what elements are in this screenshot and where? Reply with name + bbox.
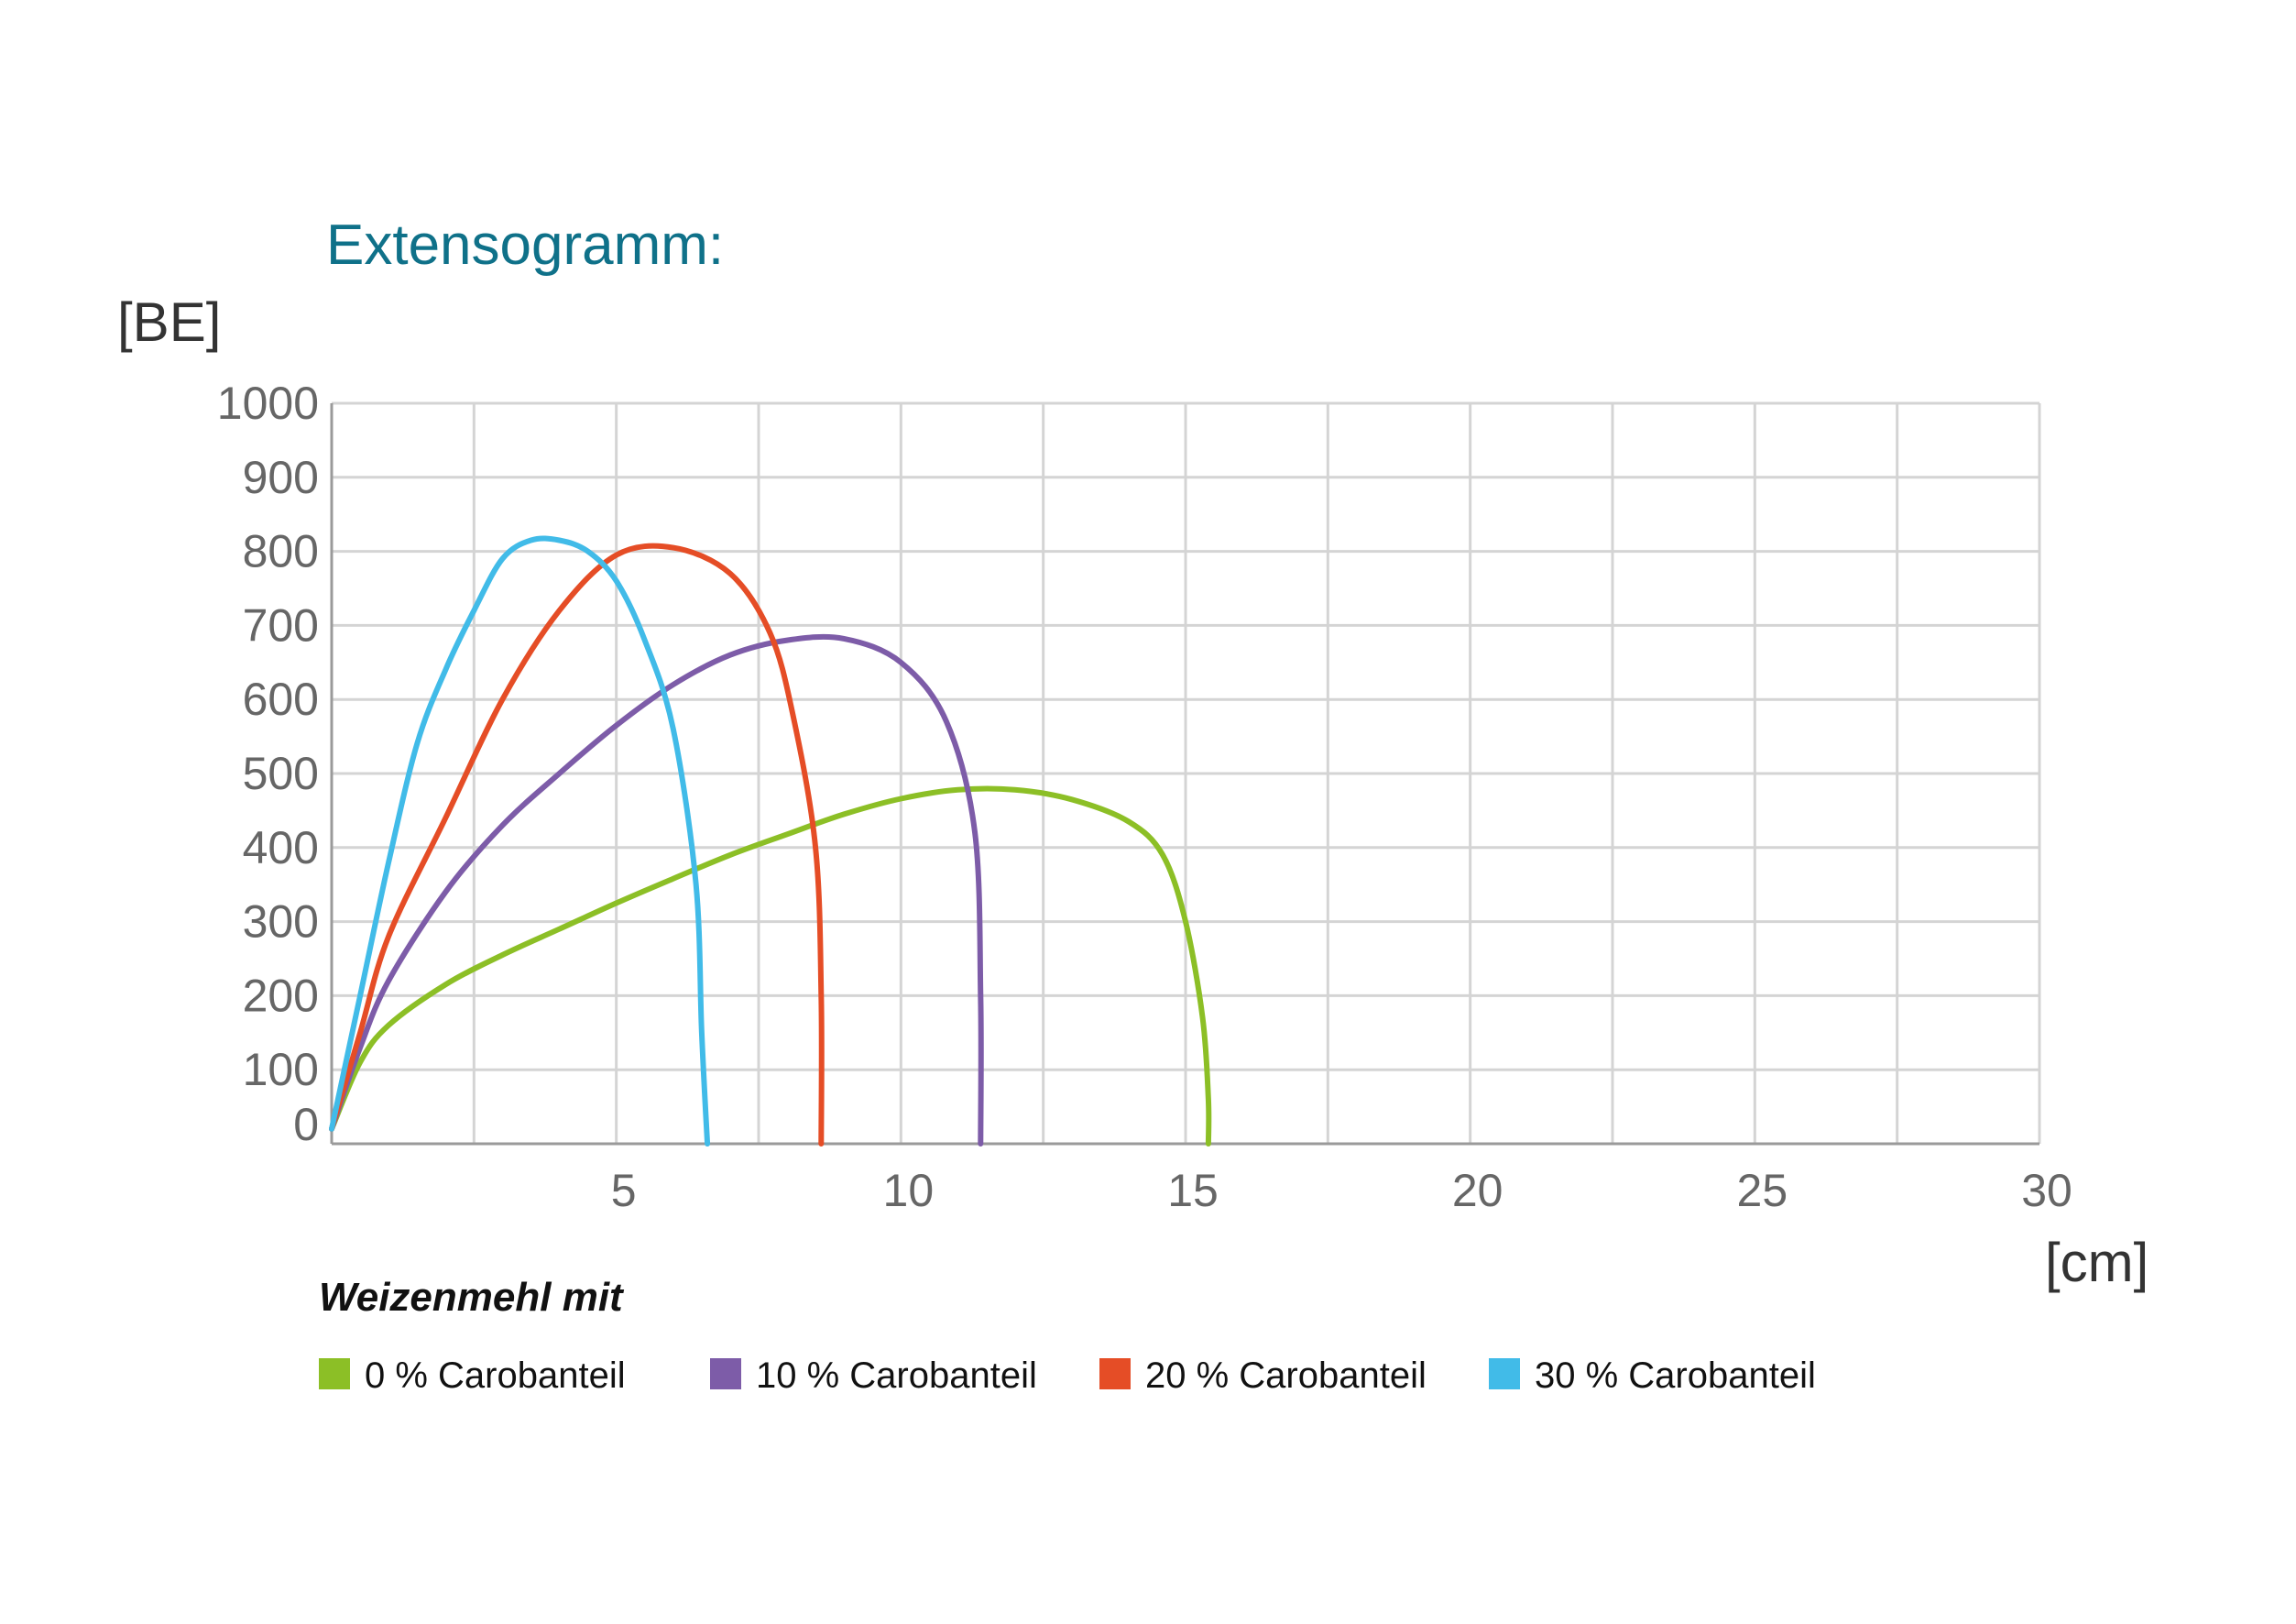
legend-swatch-2 <box>710 1358 741 1389</box>
x-tick-label: 10 <box>883 1165 935 1216</box>
legend: 0 % Carobanteil 10 % Carobanteil 20 % Caro… <box>319 1355 1816 1396</box>
legend-label-3: 20 % Carobanteil <box>1145 1355 1427 1396</box>
y-tick-label: 0 <box>293 1099 319 1150</box>
x-axis-tick-labels: 5 10 15 20 25 30 <box>611 1165 2072 1216</box>
y-tick-label: 600 <box>243 674 319 725</box>
y-tick-label: 300 <box>243 896 319 948</box>
x-tick-label: 30 <box>2021 1165 2072 1216</box>
x-tick-label: 5 <box>611 1165 637 1216</box>
legend-swatch-1 <box>319 1358 350 1389</box>
series-line-1 <box>329 785 1212 1147</box>
y-tick-label: 900 <box>243 452 319 503</box>
x-tick-label: 25 <box>1737 1165 1788 1216</box>
series-line-4 <box>329 535 711 1147</box>
x-tick-label: 20 <box>1452 1165 1503 1216</box>
y-axis-unit-label: [BE] <box>117 291 221 353</box>
y-tick-label: 800 <box>243 526 319 577</box>
data-series <box>329 535 1212 1147</box>
legend-swatch-3 <box>1099 1358 1131 1389</box>
legend-swatch-4 <box>1489 1358 1520 1389</box>
axes <box>330 403 2039 1146</box>
x-axis-unit-label: [cm] <box>2045 1232 2148 1293</box>
y-tick-label: 500 <box>243 748 319 799</box>
grid-lines <box>332 401 2041 1144</box>
legend-title: Weizenmehl mit <box>319 1275 625 1320</box>
x-tick-label: 15 <box>1167 1165 1219 1216</box>
legend-label-1: 0 % Carobanteil <box>365 1355 626 1396</box>
y-tick-label: 200 <box>243 970 319 1021</box>
y-tick-label: 1000 <box>217 378 319 429</box>
y-tick-label: 700 <box>243 599 319 651</box>
y-tick-label: 100 <box>243 1044 319 1095</box>
legend-label-4: 30 % Carobanteil <box>1535 1355 1816 1396</box>
legend-label-2: 10 % Carobanteil <box>756 1355 1037 1396</box>
series-line-2 <box>329 633 984 1147</box>
series-line-3 <box>329 543 825 1147</box>
y-tick-label: 400 <box>243 822 319 873</box>
chart-title: Extensogramm: <box>326 214 724 277</box>
